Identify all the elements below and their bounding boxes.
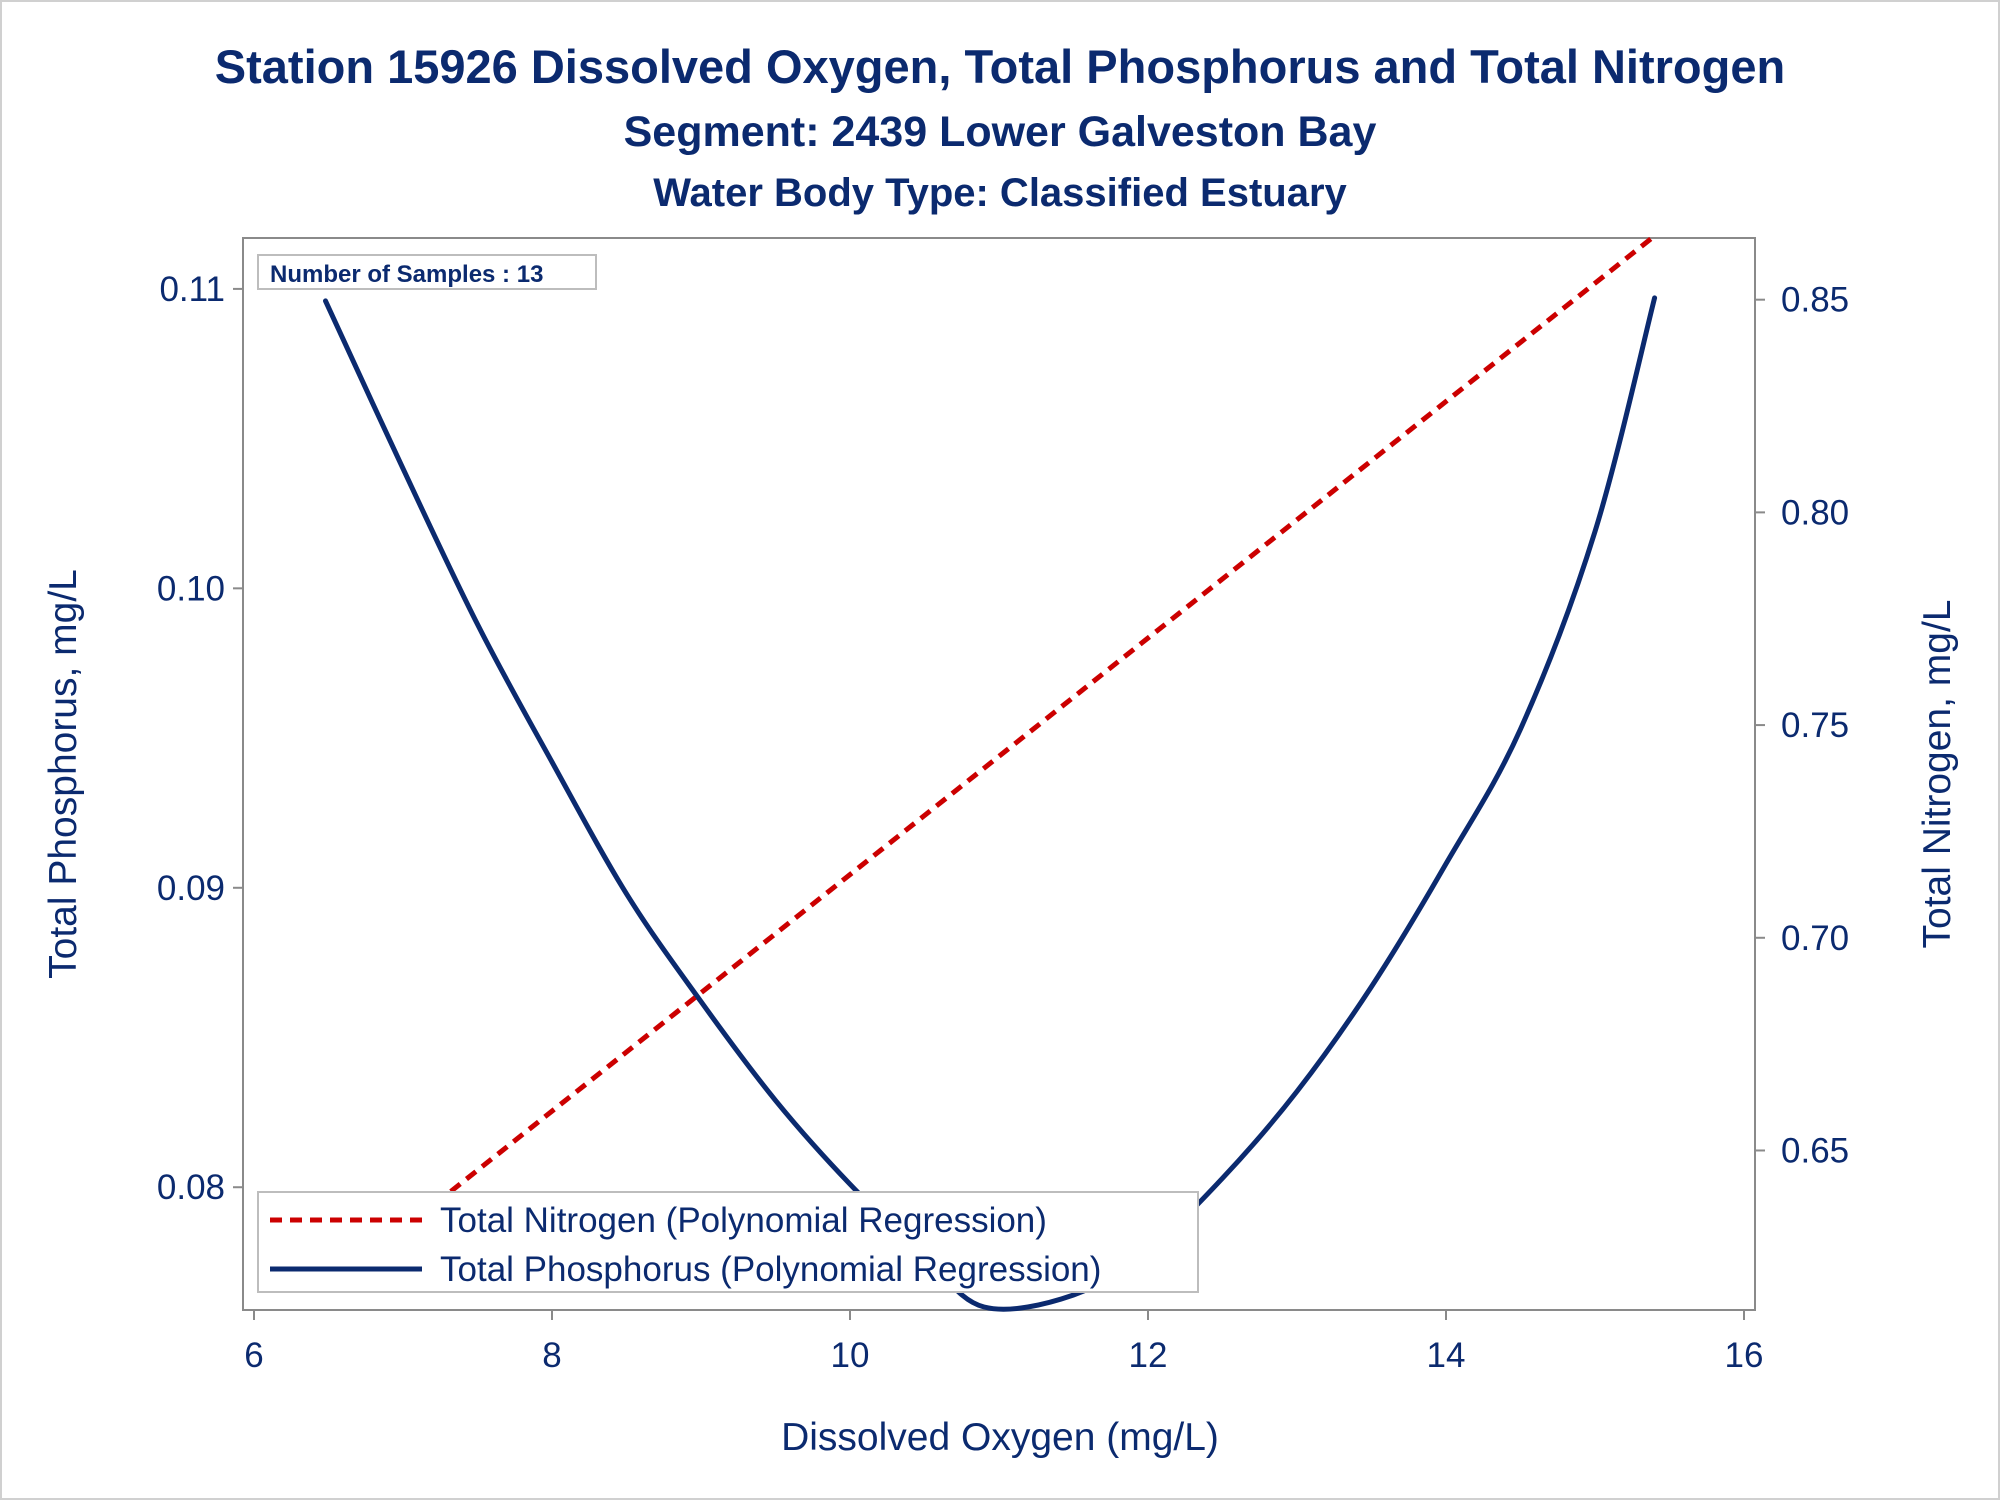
legend: Total Nitrogen (Polynomial Regression) T… bbox=[257, 1191, 1199, 1293]
legend-box bbox=[257, 1191, 1199, 1293]
y-axis-label: Total Phosphorus, mg/L bbox=[42, 569, 85, 979]
x-tick-label: 12 bbox=[1129, 1336, 1168, 1375]
legend-label-total-nitrogen: Total Nitrogen (Polynomial Regression) bbox=[440, 1201, 1047, 1240]
series-layer bbox=[323, 233, 1658, 1312]
y-tick-label: 0.11 bbox=[159, 270, 225, 309]
chart-subtitle-2: Water Body Type: Classified Estuary bbox=[653, 171, 1347, 215]
legend-label-total-phosphorus: Total Phosphorus (Polynomial Regression) bbox=[440, 1250, 1101, 1289]
x-tick-label: 10 bbox=[831, 1336, 870, 1375]
series-line-total-nitrogen bbox=[323, 233, 1657, 1293]
x-axis: 6 8 10 12 14 16 bbox=[244, 1310, 1763, 1375]
y-tick-label: 0.08 bbox=[157, 1168, 225, 1207]
y-tick-label: 0.10 bbox=[157, 569, 225, 608]
x-tick-label: 8 bbox=[542, 1336, 561, 1375]
chart-title: Station 15926 Dissolved Oxygen, Total Ph… bbox=[215, 40, 1785, 93]
y-axis-left: 0.08 0.09 0.10 0.11 bbox=[157, 270, 243, 1207]
y2-axis-label: Total Nitrogen, mg/L bbox=[1916, 599, 1959, 948]
y-tick-label: 0.09 bbox=[157, 869, 225, 908]
y2-tick-label: 0.70 bbox=[1781, 919, 1849, 958]
annotation-box bbox=[257, 254, 597, 290]
chart-subtitle: Segment: 2439 Lower Galveston Bay bbox=[624, 108, 1377, 156]
sample-count-annotation: Number of Samples : 13 bbox=[257, 254, 597, 290]
series-line-total-phosphorus bbox=[323, 295, 1658, 1312]
y2-tick-label: 0.80 bbox=[1781, 493, 1849, 532]
annotation-text: Number of Samples : 13 bbox=[270, 261, 543, 288]
x-tick-label: 6 bbox=[244, 1336, 263, 1375]
x-axis-label: Dissolved Oxygen (mg/L) bbox=[781, 1416, 1219, 1459]
x-tick-label: 14 bbox=[1427, 1336, 1466, 1375]
x-tick-label: 16 bbox=[1725, 1336, 1764, 1375]
y2-tick-label: 0.75 bbox=[1781, 706, 1849, 745]
y2-tick-label: 0.65 bbox=[1781, 1131, 1849, 1170]
y-axis-right: 0.65 0.70 0.75 0.80 0.85 bbox=[1755, 281, 1849, 1170]
y2-tick-label: 0.85 bbox=[1781, 281, 1849, 320]
